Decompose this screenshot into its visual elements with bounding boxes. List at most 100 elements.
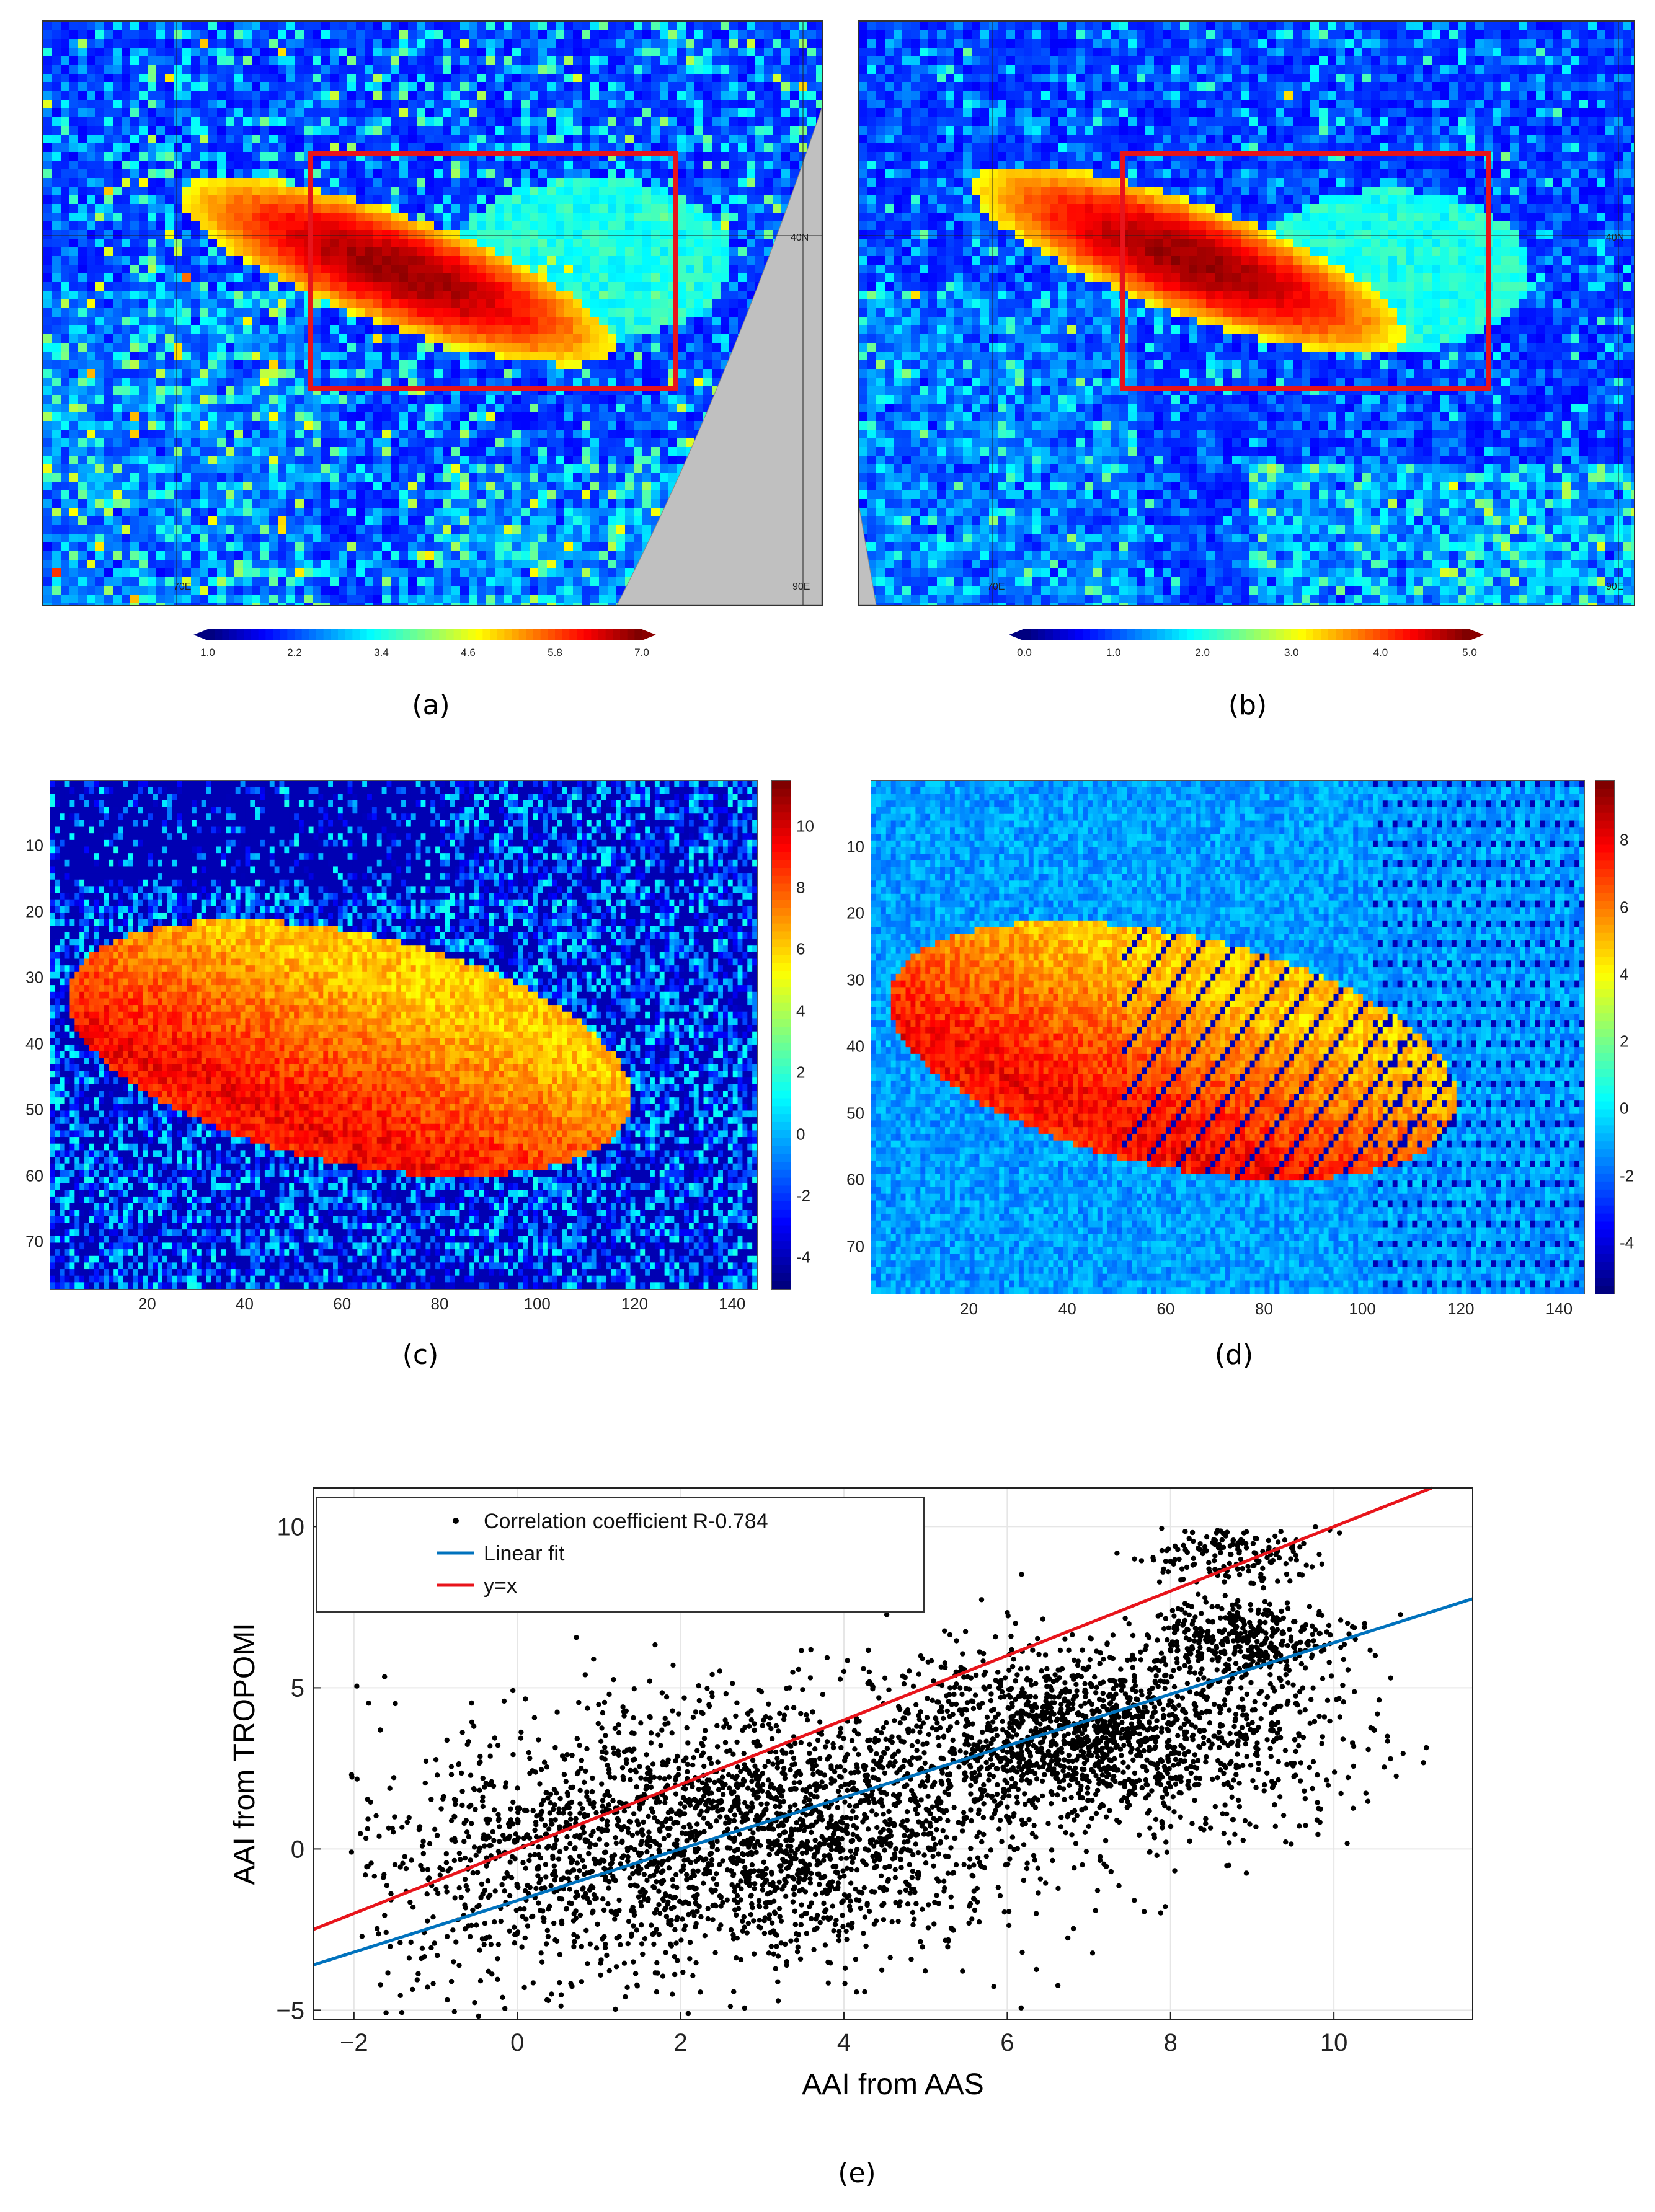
data-point <box>701 1815 707 1821</box>
data-point <box>849 1925 854 1931</box>
data-point <box>1240 1838 1246 1843</box>
data-point <box>887 1816 893 1823</box>
data-point <box>688 1860 694 1865</box>
data-point <box>1171 1684 1178 1690</box>
data-point <box>969 1818 974 1824</box>
data-point <box>1140 1764 1145 1769</box>
data-point <box>599 1725 605 1731</box>
data-point <box>910 1852 916 1858</box>
data-point <box>901 1739 907 1745</box>
map-a-image <box>43 22 822 605</box>
data-point <box>842 1981 848 1986</box>
data-point <box>639 1903 644 1909</box>
data-point <box>980 1729 985 1735</box>
data-point <box>1233 1645 1238 1650</box>
data-point <box>693 1805 698 1811</box>
data-point <box>930 1854 936 1859</box>
data-point <box>469 1821 474 1826</box>
data-point <box>1156 1774 1161 1781</box>
data-point <box>1277 1555 1282 1561</box>
data-point <box>1196 1591 1201 1597</box>
data-point <box>1225 1690 1230 1696</box>
data-point <box>969 1872 975 1878</box>
data-point <box>698 1798 703 1804</box>
data-point <box>910 1728 916 1734</box>
data-point <box>1009 1776 1015 1782</box>
data-point <box>735 1847 741 1852</box>
data-point <box>574 1635 579 1640</box>
data-point <box>625 1854 631 1860</box>
data-point <box>1139 1738 1145 1743</box>
data-point <box>835 1880 841 1886</box>
data-point <box>1037 1876 1044 1882</box>
data-point <box>912 1795 918 1800</box>
data-point <box>923 1968 928 1974</box>
data-point <box>973 1779 978 1784</box>
data-point <box>1043 1698 1049 1704</box>
data-point <box>552 1844 557 1851</box>
data-point <box>866 1669 872 1674</box>
data-point <box>577 1833 583 1838</box>
data-point <box>907 1862 912 1867</box>
data-point <box>1037 1721 1043 1727</box>
data-point <box>1194 1691 1199 1697</box>
data-point <box>1136 1708 1142 1714</box>
data-point <box>797 1779 802 1785</box>
data-point <box>416 1826 422 1833</box>
data-point <box>651 1941 657 1947</box>
data-point <box>776 1832 783 1838</box>
data-point <box>610 1745 616 1751</box>
data-point <box>981 1831 987 1838</box>
data-point <box>792 1740 798 1746</box>
data-point <box>1233 1661 1239 1666</box>
data-point <box>763 1865 770 1872</box>
data-point <box>975 1855 981 1860</box>
data-point <box>673 1872 679 1877</box>
data-point <box>601 1858 607 1864</box>
data-point <box>1075 1780 1081 1786</box>
scatter-points <box>348 1524 1429 2019</box>
data-point <box>1035 1635 1040 1642</box>
x-tick-label: 40 <box>236 1294 254 1314</box>
data-point <box>915 1803 921 1808</box>
data-point <box>1230 1602 1235 1608</box>
data-point <box>895 1748 902 1754</box>
data-point <box>1307 1604 1313 1609</box>
data-point <box>1007 1856 1013 1862</box>
data-point <box>605 1792 610 1797</box>
data-point <box>1103 1735 1109 1741</box>
data-point <box>1143 1643 1149 1648</box>
data-point <box>816 1809 822 1815</box>
data-point <box>687 1939 693 1945</box>
data-point <box>1231 1630 1236 1635</box>
data-point <box>930 1725 936 1731</box>
data-point <box>750 1905 755 1911</box>
data-point <box>495 1849 502 1854</box>
linear-fit-line <box>313 1597 1473 1966</box>
data-point <box>554 1709 560 1715</box>
data-point <box>699 1710 704 1715</box>
data-point <box>789 1874 796 1880</box>
data-point <box>1227 1631 1232 1637</box>
data-point <box>985 1792 990 1798</box>
data-point <box>838 1826 844 1832</box>
data-point <box>996 1679 1002 1685</box>
data-point <box>990 1719 996 1725</box>
data-point <box>1122 1691 1129 1697</box>
data-point <box>621 1824 627 1829</box>
data-point <box>1298 1661 1305 1667</box>
data-point <box>1138 1657 1144 1663</box>
data-point <box>696 1697 703 1704</box>
data-point <box>1118 1666 1124 1672</box>
data-point <box>557 1849 563 1854</box>
data-point <box>742 1924 747 1930</box>
scatter-lines <box>313 1486 1473 1966</box>
data-point <box>809 1762 815 1767</box>
data-point <box>541 1919 547 1924</box>
data-point <box>448 1978 455 1984</box>
data-point <box>828 1847 835 1852</box>
data-point <box>788 1834 793 1839</box>
data-point <box>796 1769 802 1774</box>
data-point <box>910 1909 916 1916</box>
data-point <box>1269 1633 1275 1639</box>
